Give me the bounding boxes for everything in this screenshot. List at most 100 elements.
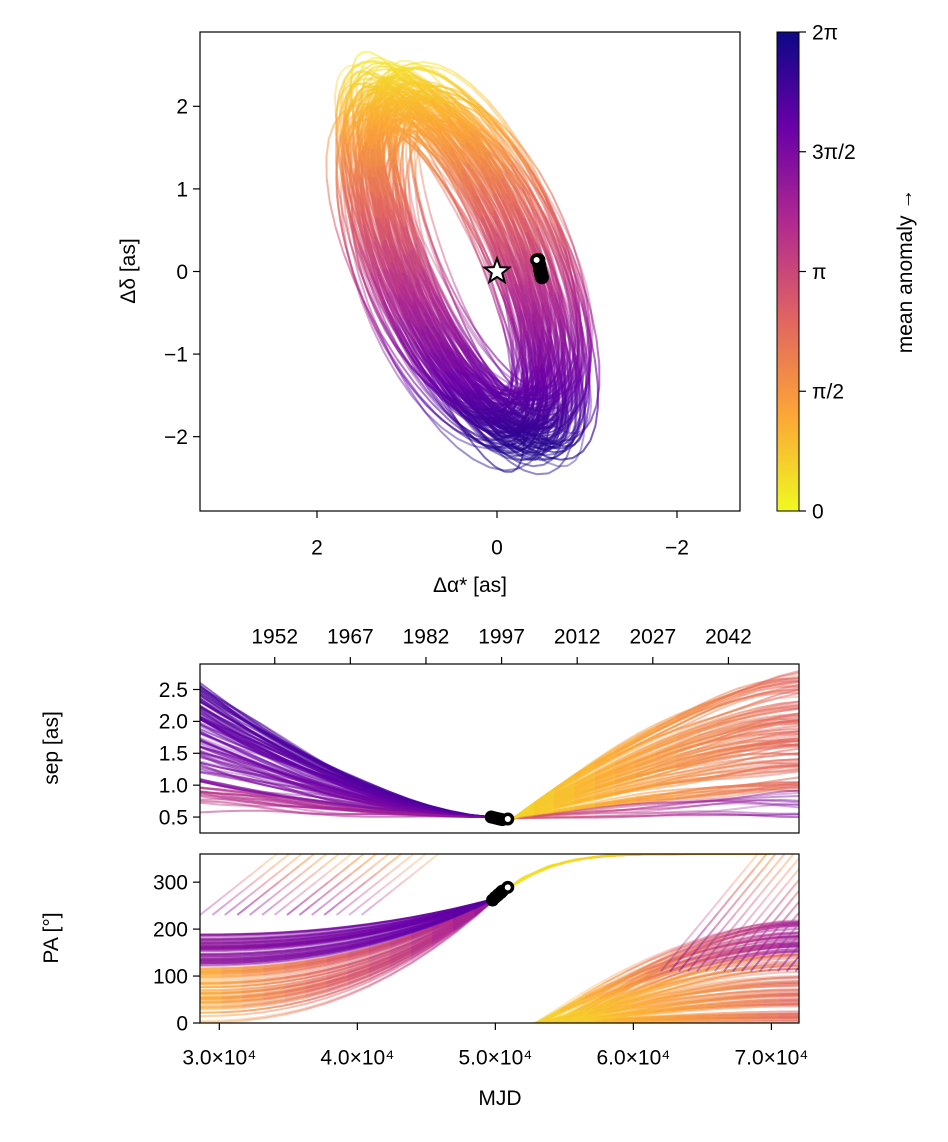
orbit-segment [554, 450, 565, 459]
orbit-segment [581, 332, 584, 357]
orbit-segment [575, 304, 580, 331]
orbit-segment [356, 51, 364, 58]
orbit-segment [567, 459, 577, 467]
orbit-segment [438, 261, 451, 285]
orbit-segment [549, 238, 563, 269]
orbit-segment [517, 144, 533, 171]
orbit-segment [492, 127, 511, 153]
orbit-segment [535, 209, 552, 240]
orbit-segment [356, 220, 368, 249]
orbit-segment [369, 51, 381, 58]
orbit-segment [444, 77, 463, 90]
orbit-segment [467, 345, 482, 363]
orbit-segment [459, 189, 474, 211]
orbit-segment [405, 62, 417, 66]
orbit-segment [489, 448, 506, 459]
orbit-segment [464, 202, 481, 229]
orbit-segment [523, 469, 538, 476]
orbit-segment [354, 131, 358, 143]
orbit-segment [423, 61, 439, 66]
orbit-segment [516, 330, 525, 354]
orbit-segment [547, 227, 560, 253]
sky-orbit-lines [325, 51, 601, 476]
orbit-segment [410, 342, 425, 364]
orbit-segment [593, 359, 599, 385]
orbit-segment [471, 324, 486, 344]
orbit-segment [325, 178, 331, 202]
orbit-segment [438, 63, 455, 74]
orbit-segment [358, 82, 367, 85]
orbit-segment [460, 305, 474, 326]
orbit-segment [456, 75, 474, 89]
orbit-segment [519, 461, 533, 468]
orbit-segment [376, 299, 392, 326]
orbit-segment [536, 205, 550, 229]
orbit-segment [503, 271, 513, 295]
orbit-segment [570, 424, 576, 441]
orbit-segment [469, 217, 484, 246]
orbit-segment [554, 245, 564, 270]
orbit-segment [575, 401, 579, 425]
orbit-segment [325, 138, 330, 158]
orbit-segment [582, 417, 586, 436]
orbit-segment [360, 264, 372, 293]
orbit-segment [344, 126, 352, 137]
orbit-segment [469, 114, 487, 132]
orbit-segment [423, 409, 442, 432]
orbit-segment [471, 87, 489, 105]
orbit-segment [583, 397, 587, 416]
orbit-segment [428, 65, 443, 71]
orbit-segment [364, 248, 374, 274]
orbit-segment [444, 260, 456, 285]
orbit-segment [428, 66, 444, 76]
orbit-segment [456, 446, 475, 461]
orbit-segment [413, 235, 425, 260]
orbit-segment [580, 356, 584, 378]
orbit-segment [434, 155, 450, 172]
orbit-segment [376, 267, 388, 291]
orbit-segment [447, 170, 462, 189]
orbit-segment [411, 370, 429, 393]
orbit-segment [328, 201, 337, 228]
orbit-segment [474, 232, 489, 258]
orbit-segment [353, 204, 364, 232]
orbit-segment [351, 82, 359, 90]
orbit-segment [564, 287, 572, 313]
orbit-segment [536, 472, 549, 476]
orbit-segment [532, 463, 544, 468]
orbit-segment [557, 251, 567, 277]
orbit-segment [416, 62, 430, 69]
orbit-segment [435, 380, 451, 397]
orbit-segment [335, 93, 341, 112]
orbit-segment [422, 259, 435, 284]
orbit-segment [448, 284, 462, 307]
orbit-segment [534, 391, 541, 410]
orbit-segment [564, 276, 573, 301]
orbit-segment [442, 68, 458, 78]
orbit-segment [501, 117, 519, 142]
orbit-segment [435, 364, 451, 385]
orbit-segment [546, 461, 559, 468]
orbit-segment [496, 357, 510, 372]
orbit-segment [365, 220, 375, 246]
orbit-segment [595, 338, 601, 365]
orbit-segment [417, 151, 434, 170]
orbit-segment [411, 174, 418, 196]
orbit-segment [455, 190, 471, 218]
orbit-segment [572, 439, 581, 447]
orbit-segment [581, 440, 592, 453]
orbit-segment [550, 255, 561, 285]
orbit-segment [529, 179, 545, 207]
orbit-segment [496, 149, 513, 167]
sky-orbit-panel: 2 0 −2 210−1−2 Δα* [as] Δδ [as] [117, 31, 741, 597]
orbit-segment [529, 454, 543, 460]
orbit-segment [484, 342, 498, 360]
orbit-segment [487, 103, 505, 124]
orbit-segment [548, 466, 559, 475]
orbit-segment [516, 315, 522, 336]
orbit-segment [441, 165, 458, 192]
orbit-segment [419, 170, 426, 192]
orbit-segment [446, 171, 462, 191]
orbit-segment [406, 365, 423, 388]
